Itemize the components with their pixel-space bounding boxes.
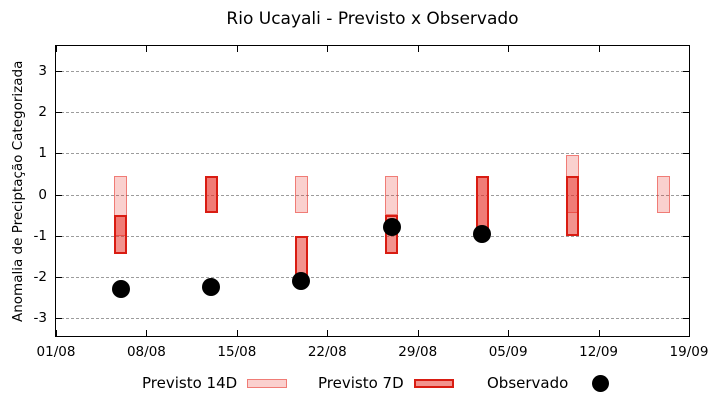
chart-title: Rio Ucayali - Previsto x Observado <box>226 9 519 29</box>
x-tick-mark <box>56 330 57 336</box>
legend-item-observado: Observado <box>487 371 610 395</box>
dot-observado <box>292 271 311 290</box>
dot-observado <box>382 218 401 237</box>
dot-observado <box>202 277 221 296</box>
y-tick-mark <box>56 276 62 278</box>
y-tick-label: 3 <box>38 63 47 80</box>
x-tick-mark <box>236 46 238 52</box>
box-previsto-14d <box>294 176 308 213</box>
x-tick-mark <box>508 46 510 52</box>
x-tick-label: 29/08 <box>398 344 438 360</box>
dot-observado <box>473 224 492 243</box>
y-tick-mark <box>56 153 62 155</box>
y-tick-label: -1 <box>33 227 47 244</box>
y-tick-label: 0 <box>38 186 47 203</box>
x-tick-mark <box>417 46 419 52</box>
legend-label-previsto-7d: Previsto 7D <box>318 374 404 392</box>
y-tick-label: 2 <box>38 104 47 121</box>
x-tick-mark <box>146 46 148 52</box>
box-previsto-7d <box>566 176 580 236</box>
x-tick-label: 15/08 <box>217 344 257 360</box>
gridline <box>56 153 689 155</box>
y-tick-mark <box>683 153 689 155</box>
y-tick-mark <box>683 317 689 319</box>
x-tick-label: 19/09 <box>669 344 709 360</box>
x-tick-mark <box>689 330 690 336</box>
plot-area <box>55 45 690 337</box>
y-tick-mark <box>683 112 689 114</box>
x-tick-mark <box>689 46 690 52</box>
y-tick-mark <box>683 235 689 237</box>
gridline <box>56 317 689 319</box>
gridline <box>56 276 689 278</box>
x-tick-label: 05/09 <box>488 344 528 360</box>
gridline <box>56 71 689 73</box>
y-tick-label: -3 <box>33 309 47 326</box>
y-tick-mark <box>56 317 62 319</box>
y-tick-label: -2 <box>33 268 47 285</box>
gridline <box>56 235 689 237</box>
box-previsto-14d <box>385 176 399 216</box>
y-tick-mark <box>56 112 62 114</box>
y-tick-mark <box>683 276 689 278</box>
legend-swatch-previsto-7d-icon <box>413 378 454 388</box>
legend: Previsto 14D Previsto 7D Observado <box>0 371 720 397</box>
y-tick-mark <box>683 71 689 73</box>
gridline <box>56 112 689 114</box>
y-tick-label: 1 <box>38 145 47 162</box>
x-tick-label: 22/08 <box>307 344 347 360</box>
x-tick-mark <box>598 46 600 52</box>
box-previsto-14d <box>656 176 670 213</box>
dot-observado <box>111 280 130 299</box>
x-tick-label: 01/08 <box>36 344 76 360</box>
legend-item-previsto-14d: Previsto 14D <box>142 371 288 395</box>
x-tick-mark <box>417 330 419 336</box>
y-tick-mark <box>56 71 62 73</box>
legend-swatch-observado-icon <box>592 374 610 392</box>
x-tick-label: 12/09 <box>579 344 619 360</box>
box-previsto-7d <box>204 176 218 213</box>
x-tick-mark <box>236 330 238 336</box>
legend-label-previsto-14d: Previsto 14D <box>142 374 238 392</box>
y-tick-mark <box>56 235 62 237</box>
x-tick-label: 08/08 <box>126 344 166 360</box>
x-tick-mark <box>598 330 600 336</box>
y-tick-mark <box>56 194 62 196</box>
x-tick-mark <box>146 330 148 336</box>
legend-item-previsto-7d: Previsto 7D <box>318 371 454 395</box>
legend-swatch-previsto-14d-icon <box>247 378 288 388</box>
legend-label-observado: Observado <box>487 374 569 392</box>
box-previsto-7d <box>114 215 128 255</box>
y-tick-mark <box>683 194 689 196</box>
x-tick-mark <box>327 330 329 336</box>
x-tick-mark <box>508 330 510 336</box>
gridline <box>56 194 689 196</box>
x-tick-mark <box>327 46 329 52</box>
box-previsto-7d <box>294 235 308 277</box>
x-tick-mark <box>56 46 57 52</box>
